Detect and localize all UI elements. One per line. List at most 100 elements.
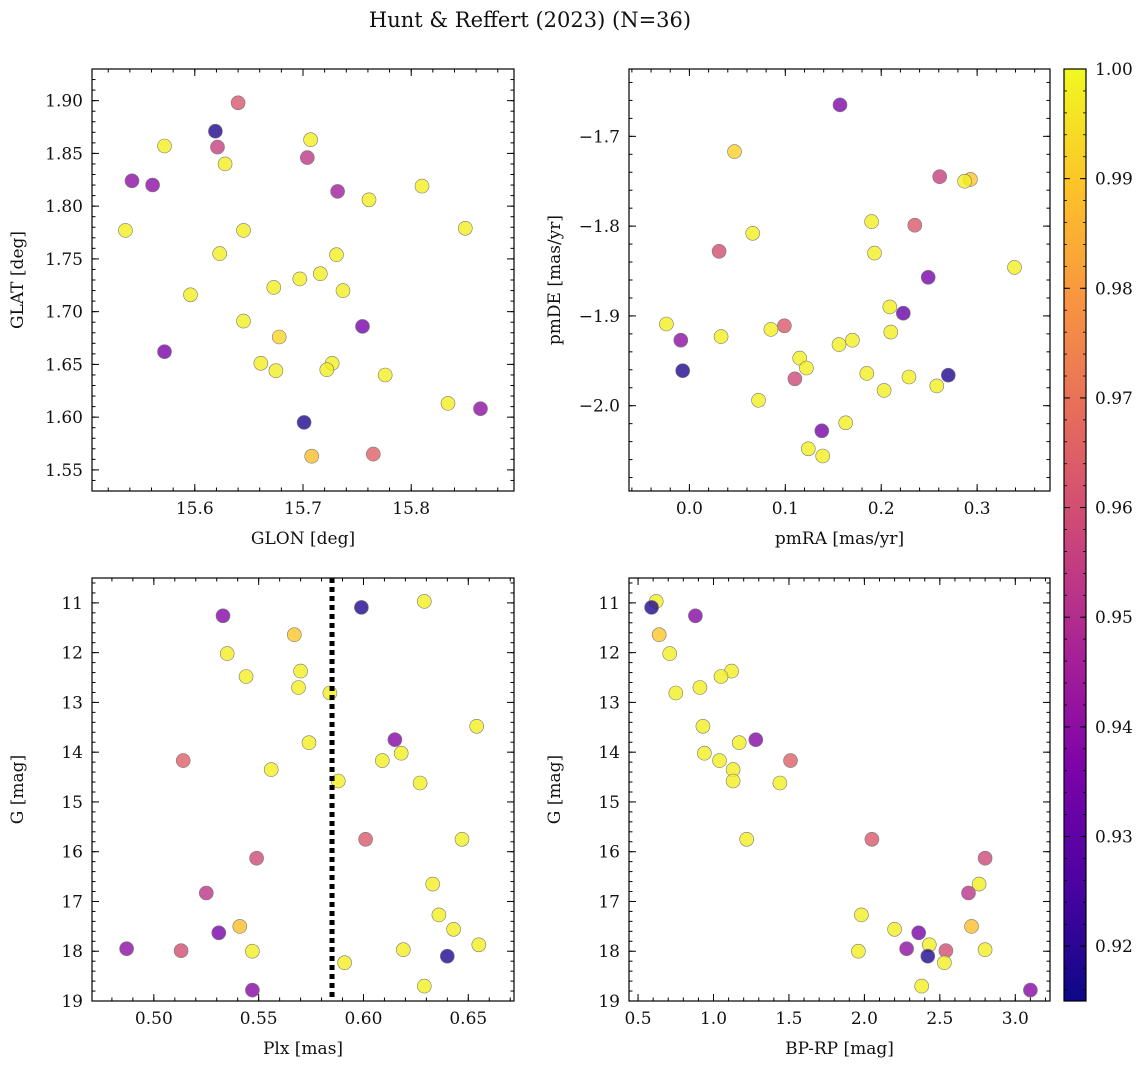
colorbar: 0.92 0.93 0.94 0.95 0.96 0.97 0.98 0.99 1.00 <box>1063 60 1133 1002</box>
data-point <box>268 363 284 379</box>
y-tick-label: 19 <box>61 992 83 1012</box>
data-point <box>887 921 902 937</box>
data-point <box>787 371 803 387</box>
data-point <box>414 178 430 194</box>
data-point <box>644 600 659 615</box>
colorbar-tick-label: 0.98 <box>1095 279 1133 299</box>
y-tick-label: 15 <box>598 793 620 813</box>
data-point <box>183 287 198 303</box>
colorbar-tick-label: 0.94 <box>1095 718 1133 738</box>
data-point <box>864 831 880 847</box>
data-point <box>845 332 860 348</box>
data-point <box>293 663 308 679</box>
data-point <box>232 919 248 934</box>
data-point <box>286 627 302 643</box>
data-point <box>387 732 403 748</box>
data-point <box>659 316 674 332</box>
colorbar-tick-label: 0.92 <box>1095 937 1133 957</box>
data-point <box>977 850 993 866</box>
data-point <box>208 123 223 139</box>
data-point <box>859 366 875 381</box>
data-point <box>469 718 485 734</box>
data-point <box>920 269 936 285</box>
data-point <box>668 685 684 701</box>
data-point <box>266 280 282 295</box>
axes-frame <box>628 577 1051 1002</box>
data-point <box>393 745 409 761</box>
data-point <box>473 401 488 417</box>
data-point <box>304 448 320 464</box>
data-point <box>777 318 792 334</box>
data-point <box>864 214 879 229</box>
data-point <box>358 831 373 847</box>
data-point <box>354 600 369 615</box>
y-tick-label: 1.55 <box>45 461 83 481</box>
data-point <box>312 266 328 282</box>
data-point <box>199 885 214 901</box>
x-axis-label: GLON [deg] <box>251 529 355 549</box>
data-point <box>814 423 830 439</box>
data-point <box>236 223 251 238</box>
data-point <box>745 226 761 241</box>
data-points <box>644 594 1038 998</box>
y-tick-label: −2.0 <box>579 397 620 417</box>
y-tick-label: 1.60 <box>45 408 83 428</box>
data-point <box>882 299 898 315</box>
data-point <box>961 885 976 901</box>
y-tick-label: −1.8 <box>579 217 620 237</box>
x-axis-label: pmRA [mas/yr] <box>775 529 904 549</box>
data-point <box>238 669 254 684</box>
data-point <box>175 753 191 768</box>
y-tick-label: 11 <box>61 594 83 614</box>
data-point <box>245 943 260 959</box>
data-points <box>118 95 488 464</box>
data-point <box>662 646 678 661</box>
y-tick-label: −1.7 <box>579 127 620 147</box>
data-point <box>119 941 134 957</box>
data-point <box>895 305 911 321</box>
y-axis-label: GLAT [deg] <box>8 231 28 329</box>
data-point <box>118 223 133 238</box>
data-point <box>799 360 814 376</box>
y-tick-label: 12 <box>61 644 83 664</box>
x-tick-label: 0.3 <box>964 499 991 519</box>
data-point <box>263 762 279 777</box>
data-points <box>119 594 487 998</box>
y-tick-label: 1.65 <box>45 355 83 375</box>
x-axis-label: Plx [mas] <box>263 1039 343 1059</box>
data-point <box>412 775 428 791</box>
x-tick-label: 0.1 <box>772 499 799 519</box>
data-point <box>932 169 948 184</box>
data-points <box>659 97 1022 464</box>
data-point <box>299 150 315 165</box>
data-point <box>157 138 172 154</box>
data-point <box>739 831 755 847</box>
data-point <box>446 921 461 937</box>
data-point <box>675 363 691 379</box>
data-point <box>291 680 306 695</box>
x-tick-label: 0.65 <box>449 1009 487 1029</box>
data-point <box>215 608 231 624</box>
data-point <box>253 355 269 371</box>
data-point <box>245 982 260 998</box>
y-tick-label: 1.90 <box>45 92 83 112</box>
y-tick-label: 14 <box>598 743 620 763</box>
y-tick-label: 19 <box>598 992 620 1012</box>
y-tick-label: 18 <box>598 942 620 962</box>
data-point <box>688 608 703 624</box>
y-tick-label: 12 <box>598 644 620 664</box>
data-point <box>712 753 727 768</box>
data-point <box>901 369 917 385</box>
colorbar-gradient <box>1063 68 1087 1002</box>
x-axis-label: BP-RP [mag] <box>785 1039 894 1059</box>
data-point <box>212 246 227 261</box>
data-point <box>271 329 287 345</box>
ticks <box>629 578 1050 1002</box>
x-tick-label: 0.2 <box>868 499 895 519</box>
y-tick-label: 13 <box>598 693 620 713</box>
data-point <box>330 184 345 199</box>
y-tick-label: 1.70 <box>45 303 83 323</box>
y-tick-label: 1.80 <box>45 197 83 217</box>
y-tick-label: 13 <box>61 693 83 713</box>
data-point <box>727 144 742 159</box>
